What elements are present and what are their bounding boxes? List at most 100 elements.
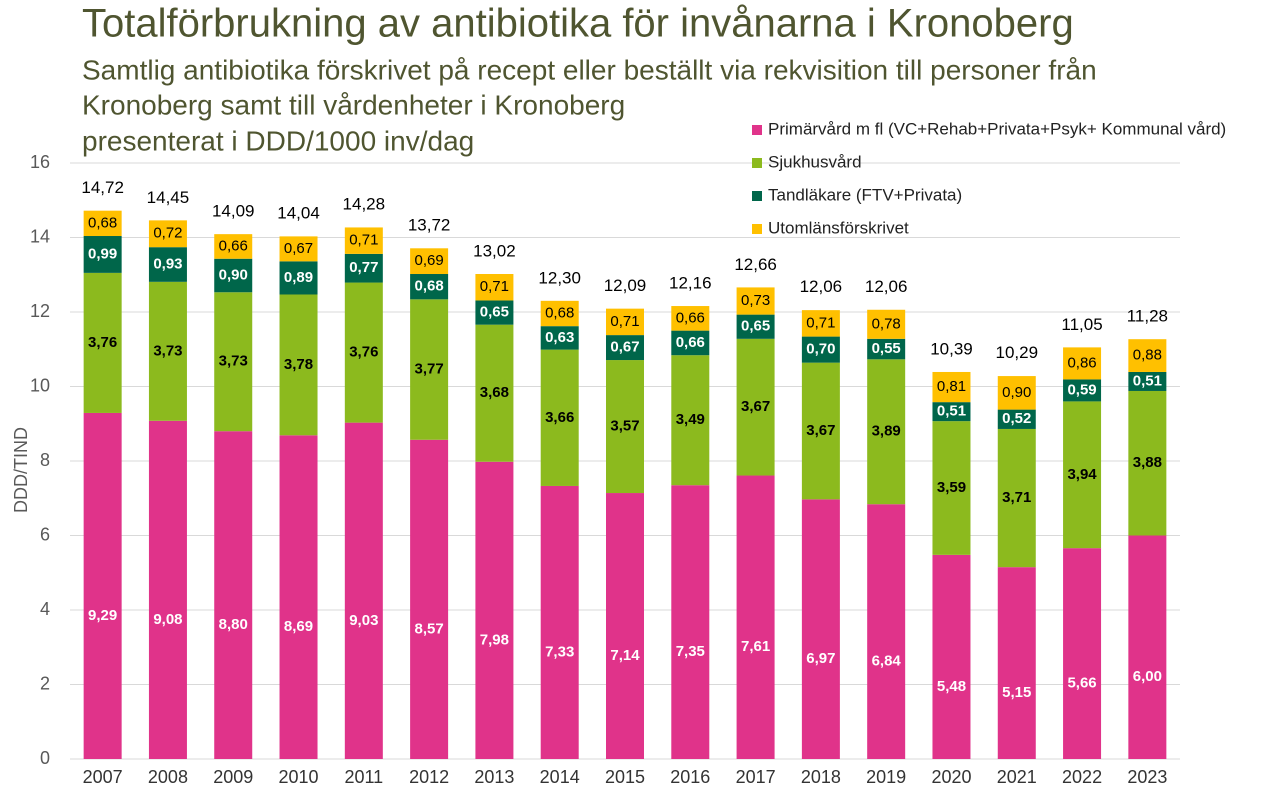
total-label: 14,72: [81, 178, 124, 197]
bar-segment: [83, 412, 122, 759]
total-label: 14,04: [277, 203, 320, 222]
bar-segment: [997, 409, 1036, 429]
data-label: 3,66: [545, 409, 574, 426]
bar-segment: [279, 435, 318, 759]
data-label: 0,66: [676, 309, 705, 326]
x-tick-label: 2020: [931, 767, 971, 787]
bar-segment: [801, 310, 840, 337]
bar-segment: [279, 294, 318, 436]
data-label: 3,71: [1002, 489, 1031, 506]
total-label: 12,16: [669, 274, 712, 293]
data-label: 0,77: [349, 259, 378, 276]
data-label: 0,78: [872, 315, 901, 332]
total-label: 10,39: [930, 339, 973, 358]
bar-segment: [606, 493, 644, 759]
y-tick-label: 14: [30, 226, 50, 246]
legend-label: Sjukhusvård: [768, 152, 862, 171]
total-label: 12,06: [865, 277, 908, 296]
x-tick-label: 2017: [736, 767, 776, 787]
data-label: 0,67: [610, 339, 639, 356]
bar-segment: [997, 376, 1036, 410]
total-label: 14,28: [343, 195, 386, 214]
x-tick-label: 2008: [148, 767, 188, 787]
bar-segment: [1063, 548, 1102, 759]
data-label: 9,08: [153, 611, 182, 628]
bar-segment: [1063, 401, 1102, 549]
bar-segment: [736, 287, 775, 315]
data-label: 0,68: [88, 214, 117, 231]
data-label: 0,86: [1067, 354, 1096, 371]
data-label: 5,15: [1002, 684, 1031, 701]
y-tick-label: 12: [30, 301, 50, 321]
x-tick-label: 2022: [1062, 767, 1102, 787]
chart-subtitle: Kronoberg samt till vårdenheter i Kronob…: [82, 89, 625, 120]
legend-swatch: [752, 191, 762, 201]
bar-segment: [83, 210, 122, 237]
bar-segment: [1128, 390, 1167, 536]
data-label: 0,70: [806, 341, 835, 358]
total-label: 14,45: [147, 188, 190, 207]
data-label: 3,57: [610, 418, 639, 435]
bar-segment: [932, 371, 971, 403]
bar-segment: [475, 324, 514, 462]
y-tick-label: 4: [40, 599, 50, 619]
x-tick-label: 2009: [213, 767, 253, 787]
bar-segment: [410, 248, 449, 275]
x-tick-label: 2007: [83, 767, 123, 787]
x-tick-label: 2018: [801, 767, 841, 787]
data-label: 0,71: [480, 278, 509, 295]
bar-segment: [148, 420, 187, 759]
total-label: 12,06: [800, 277, 843, 296]
data-label: 7,33: [545, 643, 574, 660]
data-label: 0,67: [284, 240, 313, 257]
y-tick-label: 2: [40, 673, 50, 693]
bar-segment: [214, 292, 253, 432]
y-tick-label: 6: [40, 524, 50, 544]
total-label: 12,09: [604, 276, 647, 295]
data-label: 0,68: [415, 278, 444, 295]
bar-segment: [344, 227, 383, 254]
bar-segment: [279, 261, 318, 295]
x-tick-label: 2015: [605, 767, 645, 787]
data-label: 0,89: [284, 269, 313, 286]
bar-segment: [540, 326, 579, 350]
data-label: 5,48: [937, 678, 966, 695]
total-label: 14,09: [212, 202, 255, 221]
bar-segment: [671, 355, 710, 486]
bar-segment: [214, 234, 253, 259]
bar-segment: [214, 258, 253, 293]
x-tick-label: 2013: [474, 767, 514, 787]
bar-segment: [736, 475, 775, 759]
data-label: 0,63: [545, 329, 574, 346]
data-label: 3,77: [415, 361, 444, 378]
data-label: 0,72: [153, 225, 182, 242]
legend-swatch: [752, 158, 762, 168]
data-label: 0,93: [153, 255, 182, 272]
bar-segment: [475, 274, 514, 301]
data-label: 3,73: [219, 353, 248, 370]
data-label: 3,59: [937, 479, 966, 496]
bar-segment: [801, 499, 840, 759]
total-label: 11,05: [1061, 315, 1102, 334]
data-label: 0,51: [937, 403, 966, 420]
data-label: 3,67: [741, 398, 770, 415]
total-label: 13,02: [473, 241, 516, 260]
data-label: 0,66: [676, 334, 705, 351]
bar-segment: [344, 422, 383, 759]
chart-title: Totalförbrukning av antibiotika för invå…: [82, 2, 1074, 46]
x-tick-label: 2012: [409, 767, 449, 787]
data-label: 0,81: [937, 378, 966, 395]
data-label: 3,88: [1133, 454, 1162, 471]
x-tick-label: 2023: [1127, 767, 1167, 787]
data-label: 8,69: [284, 618, 313, 635]
total-label: 11,28: [1127, 306, 1168, 325]
data-label: 6,00: [1133, 668, 1162, 685]
bar-segment: [867, 338, 906, 360]
data-label: 6,84: [872, 653, 902, 670]
bar-segment: [736, 338, 775, 476]
data-label: 8,80: [219, 616, 248, 633]
data-label: 3,68: [480, 384, 509, 401]
y-axis-label: DDD/TIND: [11, 427, 31, 513]
bar-segment: [148, 281, 187, 421]
bar-segment: [736, 314, 775, 339]
